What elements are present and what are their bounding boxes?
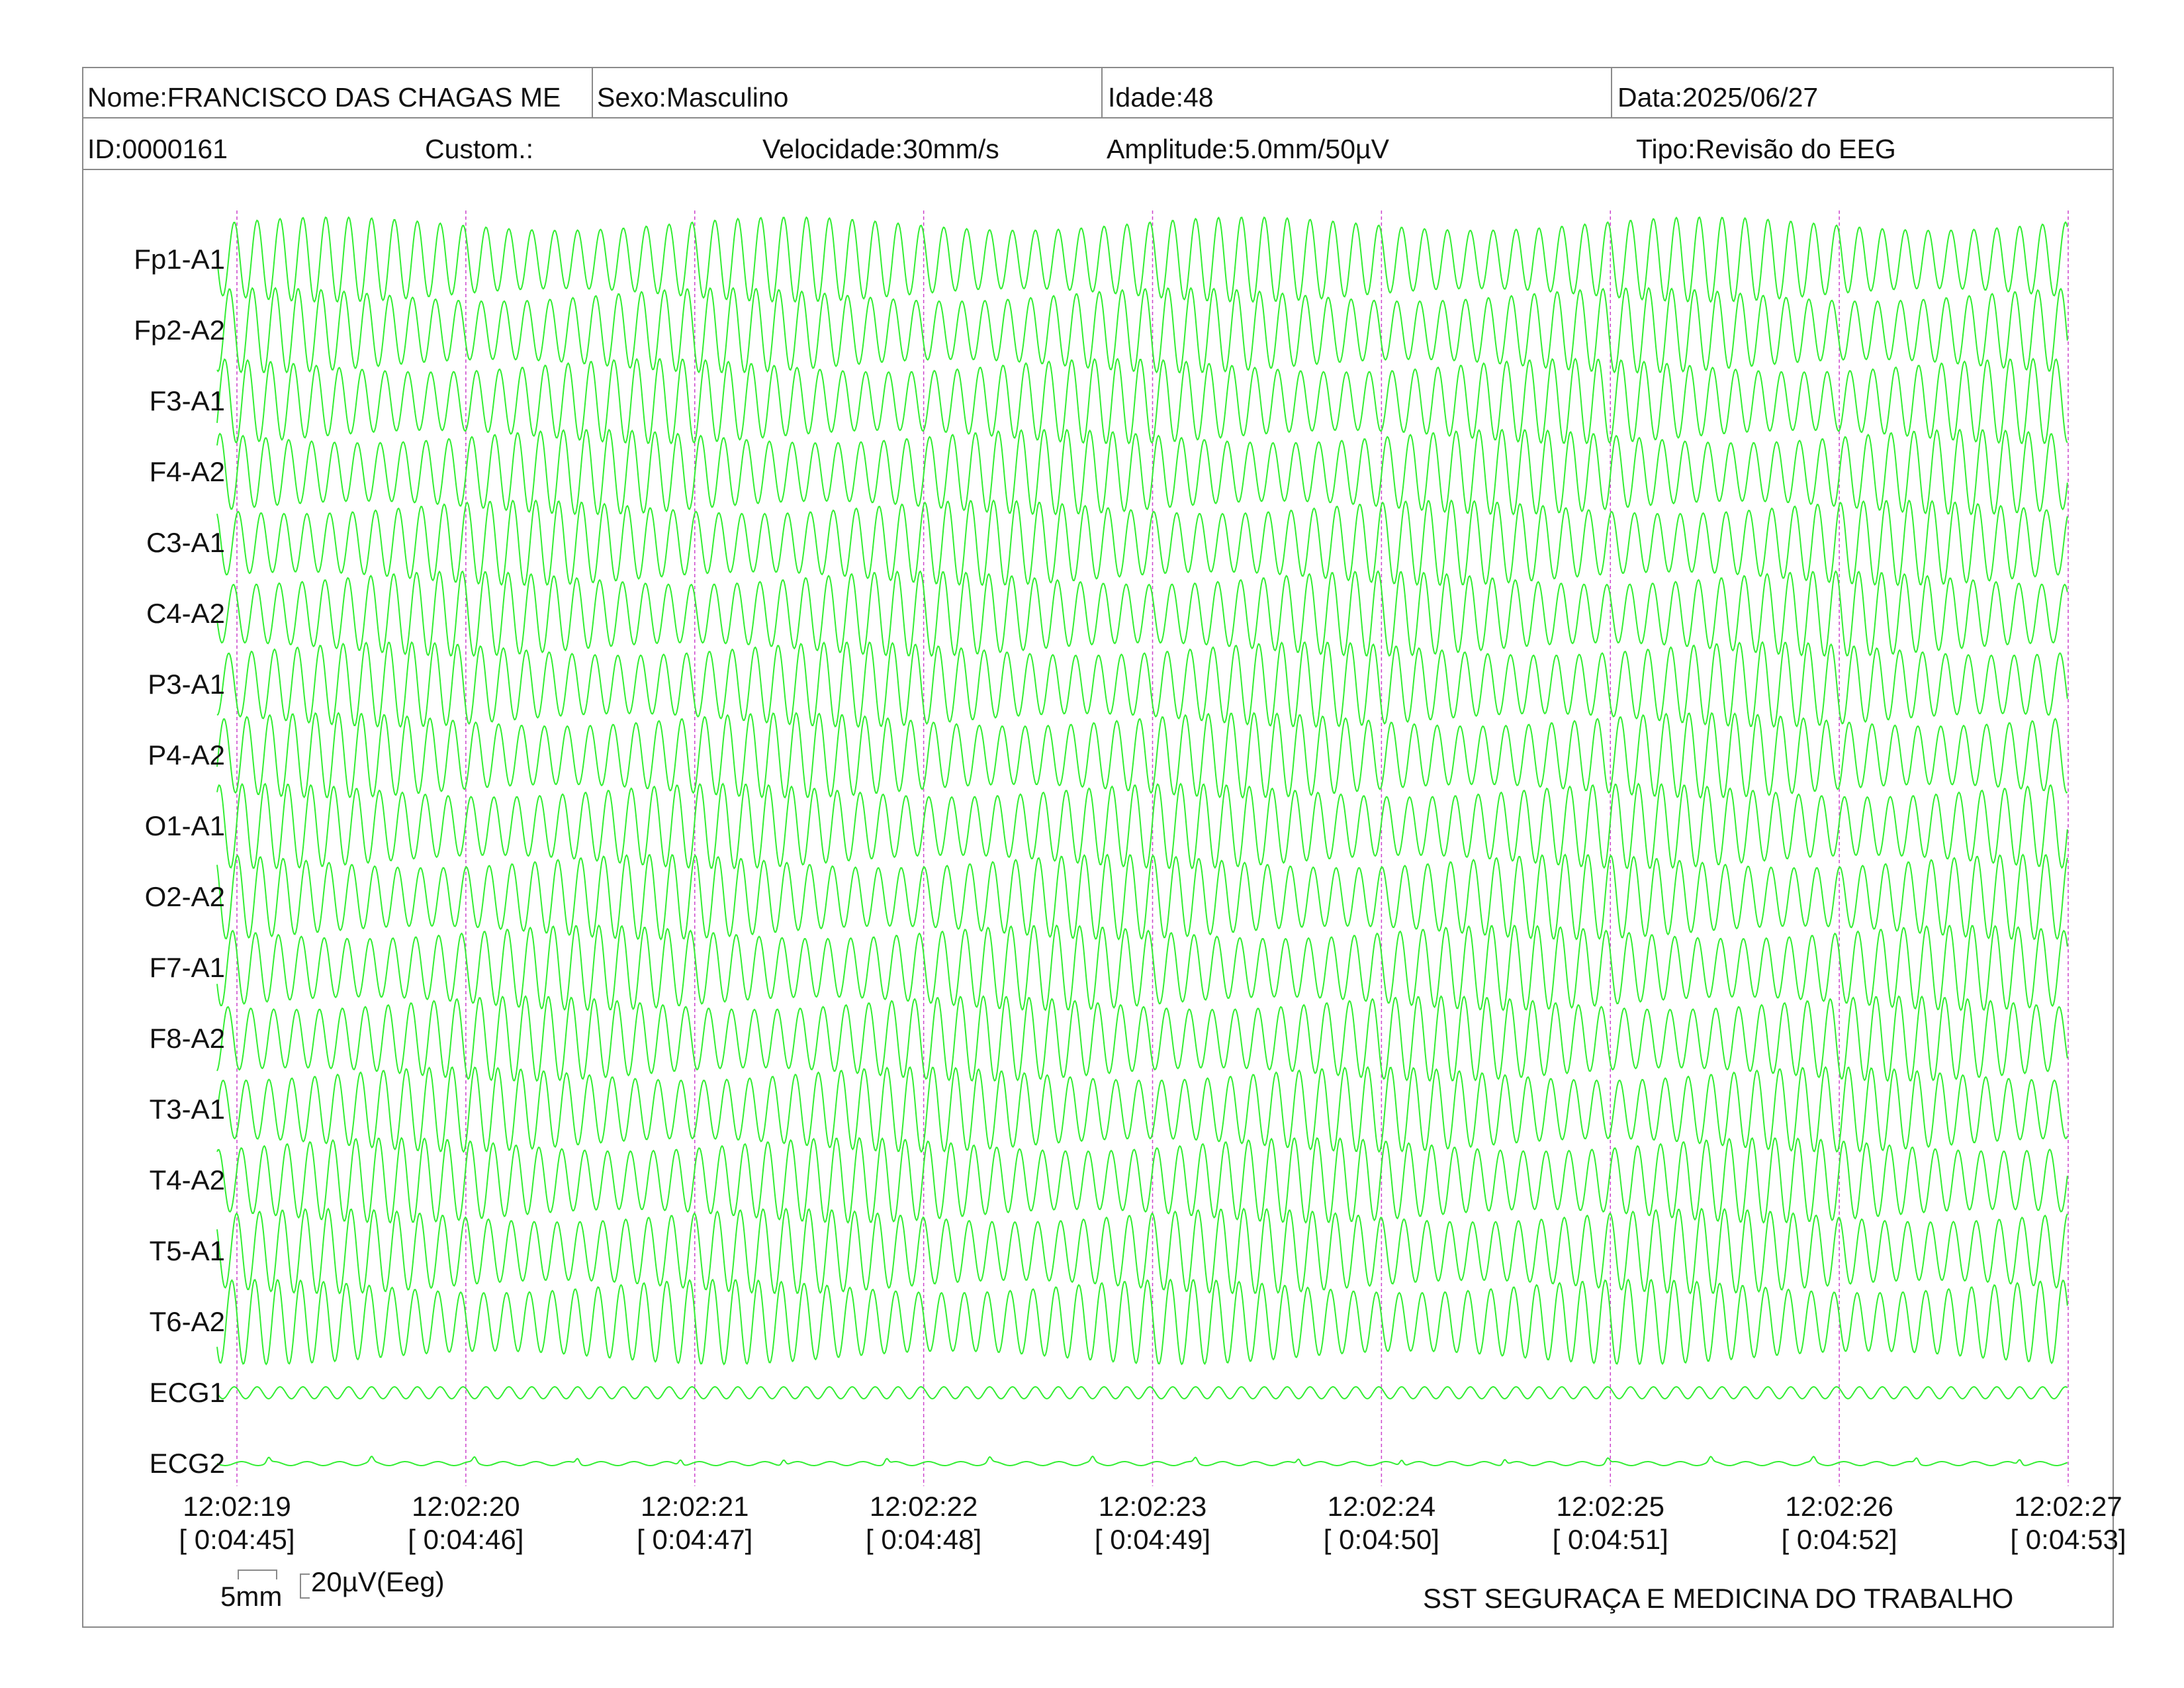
tick-time-0: 12:02:19 [183,1491,291,1522]
tick-elapsed-4: [ 0:04:49] [1094,1524,1211,1555]
tick-time-6: 12:02:25 [1556,1491,1665,1522]
channel-label-T6-A2: T6-A2 [149,1306,225,1337]
tick-elapsed-6: [ 0:04:51] [1552,1524,1668,1555]
channel-label-ECG2: ECG2 [149,1448,225,1479]
exam-id: ID:0000161 [87,134,228,164]
channel-label-O1-A1: O1-A1 [144,810,225,841]
tick-elapsed-2: [ 0:04:47] [637,1524,753,1555]
trace-F3-A1 [216,357,2068,445]
channel-label-ECG1: ECG1 [149,1377,225,1408]
tick-time-8: 12:02:27 [2014,1491,2122,1522]
channel-label-P3-A1: P3-A1 [148,669,225,700]
exam-amplitude: Amplitude:5.0mm/50µV [1107,134,1389,164]
channel-label-Fp1-A1: Fp1-A1 [134,244,225,275]
tick-time-5: 12:02:24 [1327,1491,1436,1522]
tick-time-1: 12:02:20 [412,1491,520,1522]
trace-T6-A2 [216,1278,2068,1366]
channel-label-C3-A1: C3-A1 [146,527,225,558]
header-row-exam: ID:0000161 Custom.: Velocidade:30mm/s Am… [82,118,2114,170]
tick-elapsed-1: [ 0:04:46] [408,1524,524,1555]
trace-ECG1 [216,1385,2068,1400]
channel-label-F3-A1: F3-A1 [149,385,225,416]
trace-F7-A1 [216,924,2068,1011]
tick-time-3: 12:02:22 [869,1491,978,1522]
channel-label-T4-A2: T4-A2 [149,1164,225,1196]
report-frame [82,67,2114,1628]
tick-elapsed-5: [ 0:04:50] [1323,1524,1439,1555]
trace-T4-A2 [216,1137,2068,1224]
tick-elapsed-8: [ 0:04:53] [2010,1524,2126,1555]
tick-time-2: 12:02:21 [641,1491,749,1522]
patient-age: Idade:48 [1101,67,1611,117]
trace-P4-A2 [216,712,2068,799]
exam-custom: Custom.: [425,134,534,164]
channel-label-F4-A2: F4-A2 [149,456,225,487]
trace-Fp1-A1 [216,216,2068,303]
trace-F4-A2 [216,428,2068,516]
header-row-patient: Nome:FRANCISCO DAS CHAGAS ME Sexo:Mascul… [82,67,2114,118]
trace-F8-A2 [216,995,2068,1082]
trace-Fp2-A2 [216,287,2068,374]
scale-bar-icon [238,1570,310,1599]
trace-C3-A1 [216,499,2068,586]
trace-P3-A1 [216,641,2068,728]
channel-label-O2-A2: O2-A2 [144,881,225,912]
exam-date: Data:2025/06/27 [1611,67,2114,117]
trace-O2-A2 [216,853,2068,941]
clinic-name: SST SEGURAÇA E MEDICINA DO TRABALHO [1423,1583,2014,1614]
exam-speed: Velocidade:30mm/s [762,134,999,164]
tick-time-4: 12:02:23 [1098,1491,1207,1522]
patient-sex: Sexo:Masculino [592,67,1101,117]
patient-name: Nome:FRANCISCO DAS CHAGAS ME [87,82,561,113]
amplitude-scale-label: 20µV(Eeg) [311,1566,445,1597]
trace-ECG2 [216,1455,2068,1467]
trace-O1-A1 [216,782,2068,870]
channel-label-F8-A2: F8-A2 [149,1023,225,1054]
tick-time-7: 12:02:26 [1785,1491,1893,1522]
exam-type: Tipo:Revisão do EEG [1636,134,1896,164]
channel-label-T3-A1: T3-A1 [149,1094,225,1125]
tick-elapsed-0: [ 0:04:45] [179,1524,295,1555]
tick-elapsed-3: [ 0:04:48] [866,1524,982,1555]
time-scale-label: 5mm [220,1581,283,1612]
channel-label-P4-A2: P4-A2 [148,739,225,771]
channel-label-Fp2-A2: Fp2-A2 [134,314,225,346]
channel-label-C4-A2: C4-A2 [146,598,225,629]
channel-label-T5-A1: T5-A1 [149,1235,225,1266]
trace-T5-A1 [216,1207,2068,1295]
trace-T3-A1 [216,1066,2068,1153]
channel-label-F7-A1: F7-A1 [149,952,225,983]
trace-C4-A2 [216,570,2068,657]
tick-elapsed-7: [ 0:04:52] [1781,1524,1897,1555]
